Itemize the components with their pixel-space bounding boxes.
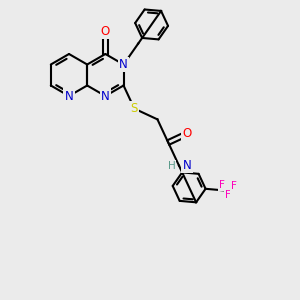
Text: F: F bbox=[231, 181, 237, 191]
Text: N: N bbox=[64, 89, 74, 103]
Text: O: O bbox=[183, 127, 192, 140]
Text: S: S bbox=[130, 102, 138, 115]
Text: F: F bbox=[225, 190, 231, 200]
Text: N: N bbox=[101, 89, 110, 103]
Text: H: H bbox=[168, 160, 176, 171]
Text: N: N bbox=[183, 159, 191, 172]
Text: O: O bbox=[101, 25, 110, 38]
Text: N: N bbox=[119, 58, 128, 71]
Text: F: F bbox=[219, 180, 225, 190]
